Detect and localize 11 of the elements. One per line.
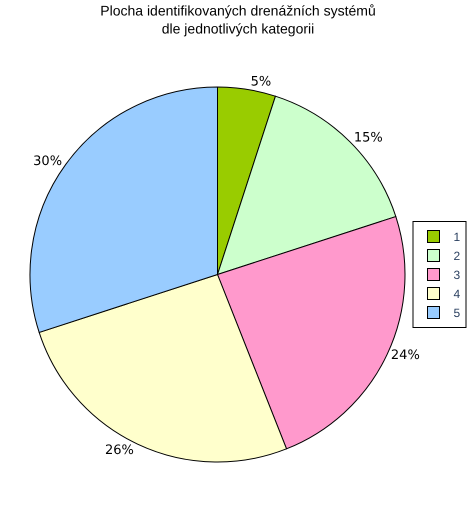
- legend-label: 4: [454, 287, 460, 302]
- legend-label: 2: [454, 249, 460, 264]
- data-label: 15%: [354, 130, 383, 146]
- legend-label: 1: [454, 230, 460, 244]
- data-label: 5%: [250, 74, 272, 90]
- data-label: 24%: [390, 348, 420, 364]
- legend-label: 5: [454, 306, 460, 320]
- data-label: 26%: [105, 442, 134, 458]
- legend-label: 3: [454, 268, 460, 282]
- data-label: 30%: [33, 154, 62, 170]
- chart-title: Plocha identifikovaných drenážních systémů dle jednotlivých kategorii: [100, 2, 376, 36]
